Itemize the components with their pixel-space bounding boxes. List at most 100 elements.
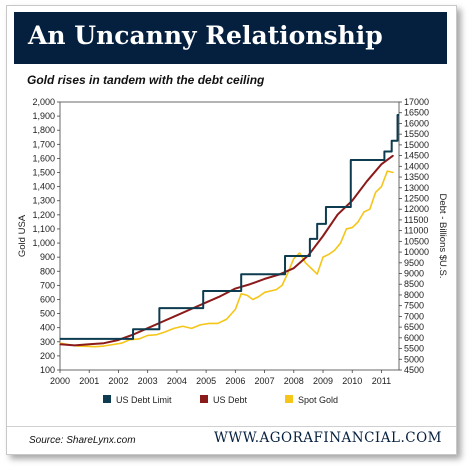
left-tick-label: 1,100: [32, 224, 55, 234]
spot-gold-point: [138, 338, 140, 340]
spot-gold-point: [199, 324, 201, 326]
us-debt-limit-legend-label: US Debt Limit: [116, 395, 172, 405]
us-debt-point: [337, 213, 339, 216]
spot-gold-point: [310, 267, 312, 270]
us-debt-point: [88, 343, 90, 345]
right-tick-label: 9500: [404, 258, 424, 268]
spot-gold-point: [375, 191, 377, 193]
us-debt-point: [249, 283, 251, 285]
right-tick-label: 7500: [404, 301, 424, 311]
x-tick-label: 2000: [50, 376, 70, 386]
spot-gold-point: [252, 298, 254, 301]
chart-title: An Uncanny Relationship: [28, 21, 383, 50]
right-tick-label: 7000: [404, 311, 424, 321]
left-tick-label: 1,300: [32, 196, 55, 206]
us-debt-point: [59, 343, 61, 345]
spot-gold-line: [59, 170, 394, 348]
x-tick-label: 2006: [225, 376, 245, 386]
left-tick-label: 900: [40, 252, 55, 262]
right-tick-label: 12500: [404, 193, 429, 203]
spot-gold-point: [269, 290, 272, 292]
us-debt-point: [161, 321, 163, 323]
spot-gold-point: [304, 262, 307, 264]
right-tick-label: 6000: [404, 333, 424, 343]
spot-gold-legend-label: Spot Gold: [298, 395, 338, 405]
us-debt-limit-point: [132, 328, 134, 330]
spot-gold-point: [94, 346, 96, 348]
us-debt-limit-point: [202, 290, 204, 292]
x-tick-label: 2010: [342, 376, 362, 386]
us-debt-point: [263, 278, 266, 280]
spot-gold-point: [275, 289, 277, 291]
right-tick-label: 10500: [404, 236, 429, 246]
spot-gold-point: [363, 211, 365, 213]
left-tick-label: 600: [40, 294, 55, 304]
spot-gold-point: [316, 273, 318, 275]
spot-gold-point: [328, 253, 330, 255]
right-tick-label: 8000: [404, 290, 424, 300]
x-tick-label: 2002: [108, 376, 128, 386]
right-tick-label: 15000: [404, 140, 429, 150]
spot-gold-legend-swatch: [285, 395, 293, 403]
spot-gold-point: [339, 242, 342, 244]
spot-gold-point: [263, 291, 266, 294]
us-debt-limit-point: [325, 206, 327, 208]
spot-gold-point: [287, 272, 289, 274]
spot-gold-point: [225, 318, 228, 320]
spot-gold-point: [369, 208, 371, 210]
us-debt-limit-point: [383, 150, 385, 153]
us-debt-limit-point: [309, 238, 311, 240]
x-tick-label: 2003: [138, 376, 158, 386]
spot-gold-point: [164, 331, 166, 333]
left-tick-label: 800: [40, 266, 55, 276]
us-debt-point: [366, 180, 368, 182]
spot-gold-point: [173, 327, 175, 329]
spot-gold-point: [112, 344, 114, 346]
spot-gold-point: [386, 170, 388, 172]
us-debt-point: [220, 295, 222, 297]
spot-gold-point: [217, 322, 219, 325]
right-tick-label: 11500: [404, 215, 428, 225]
right-tick-label: 5000: [404, 354, 424, 364]
spot-gold-point: [155, 334, 158, 336]
right-tick-label: 13500: [404, 172, 429, 182]
left-tick-label: 400: [40, 323, 55, 333]
right-tick-label: 14500: [404, 151, 429, 161]
right-tick-label: 10000: [404, 247, 429, 257]
spot-gold-point: [190, 327, 193, 329]
right-tick-label: 16500: [404, 108, 429, 118]
us-debt-limit-point: [396, 114, 399, 116]
x-tick-label: 2009: [313, 376, 333, 386]
spot-gold-point: [258, 296, 260, 298]
us-debt-point: [380, 163, 383, 165]
us-debt-point: [392, 155, 394, 157]
us-debt-limit-point: [316, 223, 318, 225]
x-tick-label: 2011: [372, 376, 391, 386]
chart-card: An Uncanny Relationship Gold rises in ta…: [6, 5, 457, 455]
us-debt-point: [234, 287, 236, 290]
right-tick-label: 11000: [404, 226, 428, 236]
us-debt-limit-legend-swatch: [103, 395, 111, 403]
right-tick-label: 12000: [404, 204, 429, 214]
spot-gold-point: [147, 334, 149, 337]
left-tick-label: 2,000: [32, 97, 55, 107]
site-url: WWW.AGORAFINANCIAL.COM: [213, 430, 442, 446]
source-note: Source: ShareLynx.com: [29, 435, 136, 446]
right-tick-label: 17000: [404, 97, 429, 107]
us-debt-point: [322, 235, 324, 237]
left-tick-label: 1,500: [32, 168, 55, 178]
us-debt-limit-point: [59, 338, 61, 340]
right-tick-label: 5500: [404, 344, 424, 354]
left-tick-label: 1,800: [32, 125, 55, 135]
spot-gold-point: [182, 325, 184, 327]
left-tick-label: 1,600: [32, 153, 55, 163]
left-tick-label: 200: [40, 351, 55, 361]
spot-gold-point: [85, 345, 87, 347]
left-axis-title: Gold USA: [17, 214, 28, 257]
us-debt-limit-point: [350, 159, 352, 161]
right-tick-label: 4500: [404, 365, 424, 375]
left-tick-label: 100: [40, 365, 55, 375]
us-debt-limit-point: [284, 255, 286, 257]
spot-gold-point: [334, 249, 336, 251]
